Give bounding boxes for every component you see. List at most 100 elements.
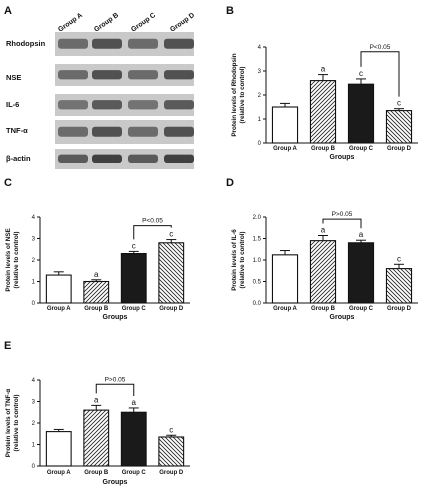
blot-label-il6: IL-6	[6, 100, 19, 109]
significance-label: a	[94, 395, 99, 404]
blot-group-a: Group A	[57, 12, 84, 34]
blot-band	[92, 154, 122, 163]
bar-group-a	[271, 106, 299, 144]
significance-label: c	[397, 99, 401, 108]
x-axis-label: Groups	[103, 479, 128, 486]
y-axis-label: Protein levels of Rhodopsin	[231, 53, 238, 136]
blot-group-c: Group C	[130, 12, 157, 34]
y-tick-label: 0	[32, 301, 36, 307]
bar-group-b	[309, 240, 337, 304]
blot-band	[164, 154, 194, 163]
x-tick-label: Group A	[47, 470, 71, 476]
comparison-bracket	[322, 218, 362, 229]
chart-panel-c: C 0 1 2 3 4 Protein levels of NSE (relative to …	[4, 177, 190, 321]
bar-group-a	[45, 431, 72, 467]
bar-group-b	[83, 280, 110, 304]
y-tick-label: 4	[32, 215, 36, 221]
y-tick-label: 0.5	[253, 280, 262, 286]
blot-strips	[55, 32, 194, 169]
blot-band	[58, 70, 88, 80]
blot-band	[128, 126, 158, 137]
y-tick-label: 4	[32, 378, 36, 384]
bar-group-d	[158, 242, 185, 304]
y-tick-label: 0.0	[253, 301, 262, 307]
bar-group-b	[83, 409, 110, 467]
significance-label: a	[321, 65, 326, 74]
y-tick-label: 3	[258, 69, 262, 75]
x-axis-label: Groups	[330, 154, 355, 161]
panel-label-a: A	[4, 5, 12, 17]
x-tick-label: Group D	[159, 470, 184, 476]
significance-label: a	[321, 225, 326, 234]
blot-strip-2	[55, 94, 194, 116]
y-tick-label: 1.0	[253, 258, 262, 264]
bar-group-d	[385, 110, 413, 144]
blot-band	[92, 70, 122, 80]
blot-strip-4	[55, 149, 194, 169]
bar-group-c	[347, 242, 375, 304]
y-tick-label: 0	[258, 141, 262, 147]
panel-label-d: D	[226, 177, 234, 189]
x-tick-label: Group B	[311, 146, 336, 152]
blot-band	[128, 154, 158, 163]
y-axis-label-sub: (relative to control)	[13, 231, 20, 288]
panel-label-c: C	[4, 177, 12, 189]
bar-group-c	[347, 83, 375, 144]
y-tick-label: 1	[258, 117, 262, 123]
blot-band	[128, 70, 158, 80]
y-axis-label-sub: (relative to control)	[239, 231, 246, 288]
y-tick-label: 2	[32, 258, 36, 264]
x-tick-label: Group A	[273, 306, 297, 312]
bar-group-c	[120, 411, 147, 467]
blot-strip-1	[55, 64, 194, 86]
x-tick-label: Group B	[311, 306, 336, 312]
comparison-label: P<0.05	[142, 218, 163, 225]
bar-group-d	[385, 268, 413, 304]
blot-group-b: Group B	[93, 12, 120, 34]
comparison-label: P>0.05	[332, 211, 353, 218]
bar-group-a	[45, 274, 72, 304]
significance-label: a	[359, 230, 364, 239]
comparison-label: P>0.05	[105, 376, 126, 383]
panel-label-b: B	[226, 5, 234, 17]
x-tick-label: Group D	[387, 146, 412, 152]
bar-group-c	[120, 253, 147, 304]
comparison-bracket	[95, 383, 135, 396]
y-tick-label: 1	[32, 280, 36, 286]
blot-label-bactin: β-actin	[6, 154, 31, 163]
y-tick-label: 3	[32, 237, 36, 243]
y-tick-label: 2.0	[253, 215, 262, 221]
y-axis-label-sub: (relative to control)	[13, 394, 20, 451]
comparison-bracket	[133, 225, 172, 240]
x-tick-label: Group C	[122, 470, 147, 476]
significance-label: c	[397, 254, 401, 263]
significance-label: c	[169, 425, 173, 434]
blot-band	[164, 70, 194, 80]
y-axis-label: Protein levels of TNF-α	[5, 389, 12, 458]
x-tick-label: Group B	[84, 306, 109, 312]
blot-band	[164, 100, 194, 110]
y-axis-label-sub: (relative to control)	[239, 66, 246, 123]
y-tick-label: 2	[258, 93, 262, 99]
y-tick-label: 0	[32, 464, 36, 470]
x-tick-label: Group A	[273, 146, 297, 152]
blot-band	[58, 100, 88, 110]
y-tick-label: 1	[32, 443, 36, 449]
blot-group-d: Group D	[169, 12, 196, 34]
x-tick-label: Group C	[349, 306, 374, 312]
x-tick-label: Group D	[387, 306, 412, 312]
blot-band	[128, 38, 158, 49]
blot-panel: A Group A Group B Group C Group D Rhodop…	[4, 5, 196, 169]
chart-panel-b: B 0 1 2 3 4 Protein levels of Rhodopsin (relati…	[226, 5, 418, 161]
blot-label-nse: NSE	[6, 73, 21, 82]
chart-panel-e: E 0 1 2 3 4 Protein levels of TNF-α (relative t…	[4, 340, 190, 486]
bar-group-b	[309, 80, 337, 144]
chart-panel-d: D 0.0 0.5 1.0 1.5 2.0 Protein levels of IL-6 (r…	[226, 177, 418, 321]
x-tick-label: Group C	[122, 306, 147, 312]
x-tick-label: Group C	[349, 146, 374, 152]
x-tick-label: Group A	[47, 306, 71, 312]
comparison-bracket	[360, 51, 400, 97]
panel-label-e: E	[4, 340, 11, 352]
blot-band	[58, 126, 88, 137]
